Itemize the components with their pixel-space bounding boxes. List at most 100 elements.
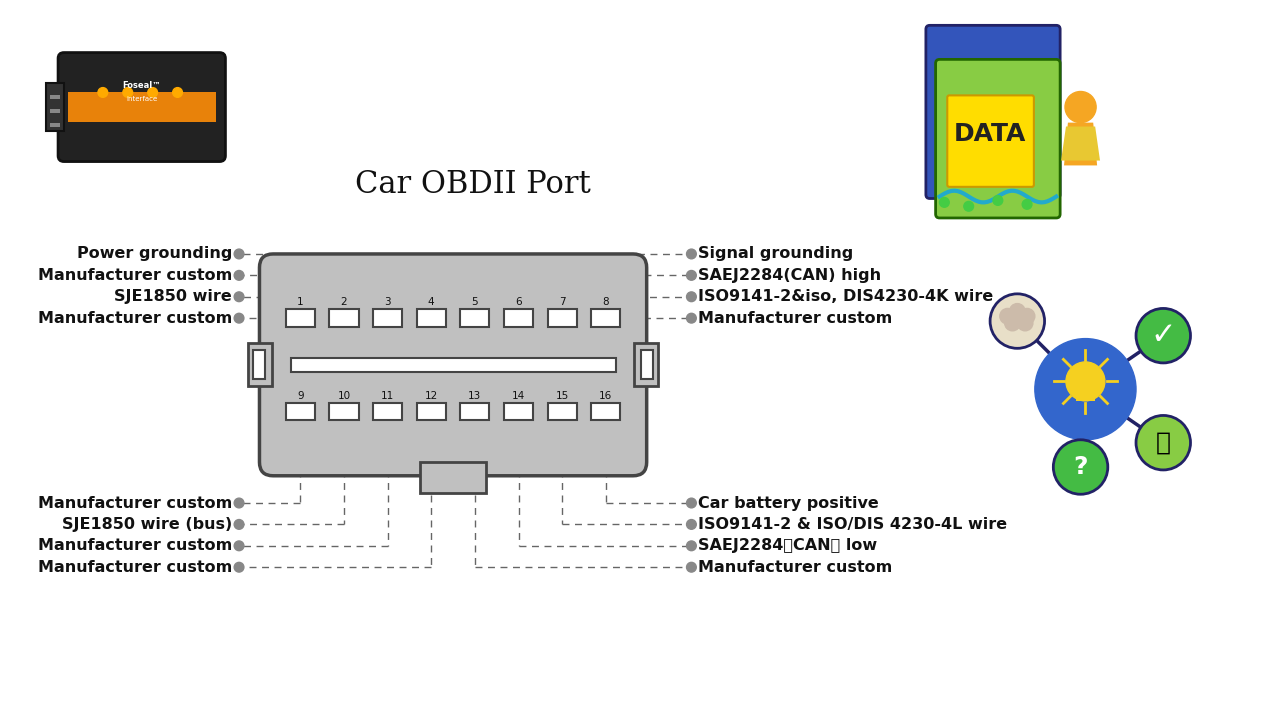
Text: SJE1850 wire: SJE1850 wire: [114, 289, 232, 305]
Circle shape: [99, 88, 108, 97]
Text: 3: 3: [384, 297, 390, 307]
Text: ISO9141-2&iso, DIS4230-4K wire: ISO9141-2&iso, DIS4230-4K wire: [698, 289, 993, 305]
Text: 8: 8: [603, 297, 609, 307]
Circle shape: [1005, 315, 1020, 330]
Text: SJE1850 wire (bus): SJE1850 wire (bus): [61, 517, 232, 532]
Circle shape: [686, 498, 696, 508]
Text: 14: 14: [512, 391, 525, 401]
Circle shape: [1034, 338, 1137, 440]
Bar: [285, 310, 315, 327]
Text: 1: 1: [297, 297, 303, 307]
Circle shape: [147, 88, 157, 97]
Polygon shape: [1061, 127, 1100, 161]
Bar: [372, 310, 402, 327]
FancyBboxPatch shape: [925, 25, 1060, 199]
Text: 4: 4: [428, 297, 435, 307]
FancyBboxPatch shape: [260, 254, 646, 476]
Circle shape: [1066, 362, 1105, 401]
Circle shape: [1065, 91, 1096, 122]
Bar: [291, 358, 616, 372]
Circle shape: [1137, 308, 1190, 363]
Circle shape: [991, 294, 1044, 348]
Circle shape: [686, 292, 696, 302]
Bar: [68, 92, 216, 122]
Bar: [641, 350, 654, 379]
FancyBboxPatch shape: [58, 53, 225, 161]
Text: 15: 15: [556, 391, 568, 401]
Circle shape: [173, 88, 183, 97]
Text: 16: 16: [599, 391, 612, 401]
Circle shape: [1137, 415, 1190, 470]
Text: interface: interface: [127, 96, 157, 102]
Bar: [248, 343, 273, 386]
Text: ?: ?: [1074, 455, 1088, 479]
Bar: [329, 402, 358, 420]
Bar: [461, 310, 489, 327]
Circle shape: [1018, 315, 1033, 330]
Text: 6: 6: [516, 297, 522, 307]
Bar: [417, 310, 445, 327]
Circle shape: [234, 313, 244, 323]
Bar: [504, 310, 534, 327]
Text: Manufacturer custom: Manufacturer custom: [38, 559, 232, 575]
Text: Manufacturer custom: Manufacturer custom: [38, 268, 232, 283]
Text: Power grounding: Power grounding: [77, 246, 232, 261]
Bar: [548, 402, 577, 420]
Text: Manufacturer custom: Manufacturer custom: [698, 310, 892, 325]
Circle shape: [686, 541, 696, 551]
Bar: [417, 402, 445, 420]
Bar: [50, 122, 60, 127]
Bar: [591, 402, 621, 420]
Circle shape: [234, 562, 244, 572]
Circle shape: [234, 541, 244, 551]
Bar: [634, 343, 658, 386]
Bar: [252, 350, 265, 379]
Circle shape: [234, 292, 244, 302]
Bar: [1075, 387, 1096, 401]
Text: 10: 10: [338, 391, 351, 401]
Circle shape: [234, 498, 244, 508]
Bar: [46, 83, 64, 131]
Bar: [591, 310, 621, 327]
Circle shape: [234, 520, 244, 529]
FancyBboxPatch shape: [947, 95, 1034, 186]
Circle shape: [686, 520, 696, 529]
Circle shape: [1053, 440, 1107, 494]
Text: Foseal™: Foseal™: [123, 81, 161, 90]
Text: Car OBDII Port: Car OBDII Port: [355, 169, 590, 200]
Circle shape: [123, 88, 133, 97]
Text: ✓: ✓: [1151, 321, 1176, 350]
Text: 🌱: 🌱: [1156, 431, 1171, 455]
Text: Manufacturer custom: Manufacturer custom: [698, 559, 892, 575]
Circle shape: [686, 562, 696, 572]
Text: 13: 13: [468, 391, 481, 401]
Text: Manufacturer custom: Manufacturer custom: [38, 310, 232, 325]
Text: Car battery positive: Car battery positive: [698, 495, 879, 510]
Text: 7: 7: [559, 297, 566, 307]
Text: SAEJ2284「CAN」 low: SAEJ2284「CAN」 low: [698, 539, 877, 553]
Circle shape: [686, 271, 696, 280]
Bar: [50, 95, 60, 99]
Circle shape: [1010, 304, 1025, 319]
Circle shape: [686, 313, 696, 323]
Bar: [329, 310, 358, 327]
Text: Manufacturer custom: Manufacturer custom: [38, 495, 232, 510]
Circle shape: [940, 197, 950, 207]
Circle shape: [234, 249, 244, 258]
Text: 9: 9: [297, 391, 303, 401]
Bar: [50, 109, 60, 113]
Circle shape: [686, 249, 696, 258]
Bar: [461, 402, 489, 420]
Polygon shape: [1064, 122, 1097, 166]
Text: 11: 11: [381, 391, 394, 401]
Text: 5: 5: [471, 297, 479, 307]
Text: Signal grounding: Signal grounding: [698, 246, 854, 261]
Bar: [504, 402, 534, 420]
Text: 12: 12: [425, 391, 438, 401]
FancyBboxPatch shape: [936, 59, 1060, 218]
Bar: [420, 462, 486, 493]
Circle shape: [993, 196, 1002, 205]
Text: SAEJ2284(CAN) high: SAEJ2284(CAN) high: [698, 268, 882, 283]
Text: ISO9141-2 & ISO/DIS 4230-4L wire: ISO9141-2 & ISO/DIS 4230-4L wire: [698, 517, 1007, 532]
Bar: [372, 402, 402, 420]
